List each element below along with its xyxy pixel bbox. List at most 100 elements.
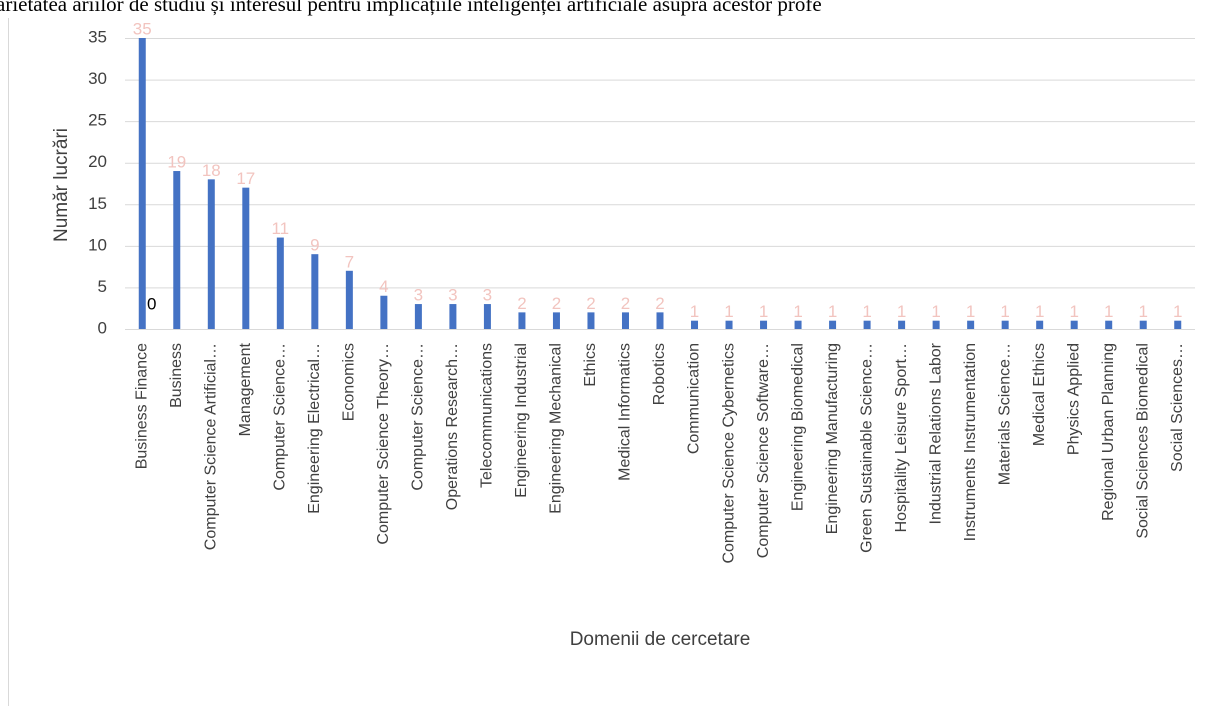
data-label: 1 [1069, 302, 1078, 321]
x-tick-label: Regional Urban Planning [1100, 343, 1117, 521]
bar [932, 320, 940, 329]
y-tick-label: 5 [98, 277, 107, 296]
bar [242, 187, 250, 329]
data-label: 3 [483, 286, 492, 305]
x-tick-label: Computer Science Software… [755, 343, 772, 558]
x-tick-label: Operations Research… [444, 343, 461, 510]
bar [863, 320, 871, 329]
x-tick-label: Engineering Electrical… [306, 343, 323, 514]
bar [760, 320, 768, 329]
x-tick-label: Computer Science Theory… [375, 343, 392, 545]
x-tick-label: Industrial Relations Labor [927, 342, 944, 524]
x-tick-label: Green Sustainable Science… [858, 343, 875, 553]
data-label: 19 [167, 153, 186, 172]
bar [449, 304, 457, 329]
x-tick-label: Engineering Industrial [513, 343, 530, 498]
x-tick-label: Business [168, 343, 185, 408]
bar [829, 320, 837, 329]
data-label: 1 [793, 302, 802, 321]
x-tick-label: Social Sciences… [1169, 343, 1186, 472]
data-label: 1 [1138, 302, 1147, 321]
data-label: 1 [1035, 302, 1044, 321]
data-label: 35 [133, 19, 152, 38]
data-label: 1 [1104, 302, 1113, 321]
bar [138, 38, 146, 329]
bar [552, 312, 560, 329]
x-tick-label: Engineering Biomedical [789, 343, 806, 511]
x-tick-label: Social Sciences Biomedical [1134, 343, 1151, 539]
data-label: 1 [690, 302, 699, 321]
data-label: 1 [931, 302, 940, 321]
data-label: 1 [759, 302, 768, 321]
y-tick-label: 10 [88, 235, 107, 254]
x-tick-label: Robotics [651, 343, 668, 405]
x-tick-label: Business Finance [133, 343, 150, 469]
bar [276, 237, 284, 329]
data-label: 7 [345, 252, 354, 271]
x-tick-label: Ethics [582, 343, 599, 387]
x-tick-label: Computer Science Artificial… [203, 343, 220, 550]
data-label: 1 [897, 302, 906, 321]
bar [311, 254, 319, 329]
x-tick-label: Materials Science… [996, 343, 1013, 485]
x-tick-label: Economics [341, 343, 358, 421]
data-label: 2 [655, 294, 664, 313]
bar [173, 171, 181, 329]
x-tick-label: Instruments Instrumentation [962, 343, 979, 541]
y-tick-label: 20 [88, 152, 107, 171]
y-tick-label: 30 [88, 69, 107, 88]
bar [1105, 320, 1113, 329]
bar [898, 320, 906, 329]
data-label: 1 [862, 302, 871, 321]
x-tick-label: Computer Science Cybernetics [720, 343, 737, 564]
bar [1174, 320, 1182, 329]
y-tick-label: 25 [88, 111, 107, 130]
x-tick-label: Physics Applied [1065, 343, 1082, 455]
data-label: 11 [271, 219, 289, 238]
data-label: 1 [1000, 302, 1009, 321]
bar [1001, 320, 1009, 329]
y-axis-title: Număr lucrări [51, 128, 72, 242]
data-label: 3 [448, 286, 457, 305]
data-label: 1 [966, 302, 975, 321]
data-label: 1 [724, 302, 733, 321]
bar [483, 304, 491, 329]
bar [794, 320, 802, 329]
bar [207, 179, 215, 329]
bar [967, 320, 975, 329]
x-tick-label: Medical Ethics [1031, 343, 1048, 446]
x-tick-label: Engineering Mechanical [548, 343, 565, 514]
annotation: 0 [147, 294, 156, 313]
bar [621, 312, 629, 329]
x-tick-label: Communication [686, 343, 703, 454]
data-label: 9 [310, 236, 319, 255]
x-tick-label: Medical Informatics [617, 343, 634, 481]
data-label: 3 [414, 286, 423, 305]
x-tick-label: Engineering Manufacturing [824, 343, 841, 534]
data-label: 18 [202, 161, 221, 180]
bar [1139, 320, 1147, 329]
bar [691, 320, 699, 329]
data-label: 2 [586, 294, 595, 313]
data-label: 1 [828, 302, 837, 321]
y-tick-label: 35 [88, 27, 107, 46]
data-label: 17 [236, 169, 255, 188]
data-label: 4 [379, 277, 388, 296]
x-tick-label: Computer Science… [410, 343, 427, 491]
y-tick-label: 0 [98, 318, 107, 337]
bar [345, 270, 353, 329]
bar [380, 295, 388, 329]
bar [1070, 320, 1078, 329]
bar [725, 320, 733, 329]
bar [1036, 320, 1044, 329]
x-tick-label: Telecommunications [479, 343, 496, 488]
data-label: 2 [621, 294, 630, 313]
x-tick-label: Computer Science… [272, 343, 289, 491]
bar [587, 312, 595, 329]
bar [414, 304, 422, 329]
y-tick-label: 15 [88, 194, 107, 213]
bar [518, 312, 526, 329]
x-tick-label: Management [237, 342, 254, 436]
data-label: 2 [517, 294, 526, 313]
